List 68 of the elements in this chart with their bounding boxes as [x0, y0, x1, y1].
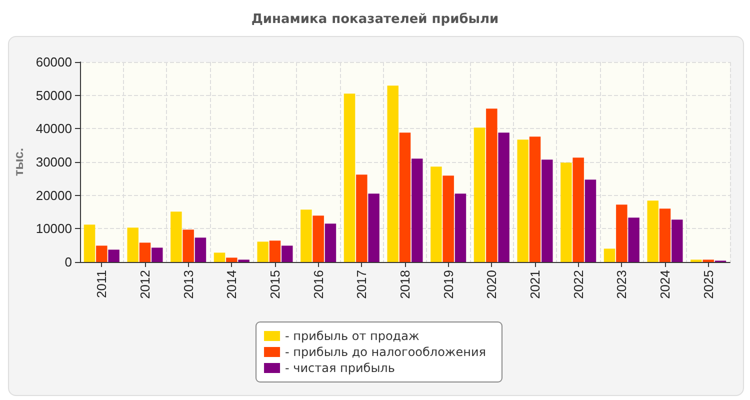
chart-title: Динамика показателей прибыли	[251, 12, 499, 27]
x-tick-label: 2016	[310, 270, 326, 299]
bar	[312, 216, 324, 262]
bar	[282, 246, 293, 262]
y-tick-label: 50000	[36, 88, 72, 103]
bar	[368, 194, 380, 262]
bar	[96, 246, 108, 262]
bar	[139, 242, 151, 262]
x-tick-label: 2022	[570, 270, 586, 299]
x-tick-label: 2018	[398, 270, 412, 299]
x-tick-label: 2011	[94, 270, 110, 298]
bar	[430, 166, 442, 262]
bar	[324, 224, 336, 262]
bar	[517, 140, 528, 262]
bar	[356, 174, 368, 262]
y-tick-label: 30000	[36, 154, 72, 170]
x-tick-label: 2015	[268, 270, 282, 299]
bar	[486, 108, 498, 262]
x-tick-label: 2019	[440, 270, 456, 299]
y-tick-label: 40000	[36, 121, 72, 136]
bar	[226, 258, 238, 262]
x-tick-label: 2012	[138, 270, 152, 299]
bar	[300, 210, 312, 262]
bar	[560, 162, 572, 262]
bar	[127, 228, 138, 262]
x-tick-label: 2024	[658, 270, 672, 299]
x-tick-label: 2025	[700, 270, 716, 299]
bar	[257, 242, 268, 262]
bar	[672, 220, 683, 262]
bar	[269, 240, 281, 262]
bar	[399, 132, 411, 262]
bar	[152, 248, 163, 262]
bar	[542, 160, 553, 262]
bar	[182, 230, 194, 262]
bar	[616, 204, 628, 262]
bar	[498, 132, 510, 262]
bar	[108, 250, 120, 262]
legend-label: - прибыль до налогообложения	[285, 345, 486, 359]
bar	[214, 252, 226, 262]
legend-label: - чистая прибыль	[285, 361, 395, 375]
y-tick-label: 0	[64, 254, 72, 270]
y-tick-label: 20000	[36, 188, 72, 203]
bar	[628, 218, 640, 262]
x-tick-label: 2014	[224, 270, 240, 299]
bar	[647, 200, 658, 262]
y-tick-label: 10000	[36, 221, 72, 236]
bar	[454, 194, 466, 262]
bar	[344, 94, 356, 262]
x-tick-label: 2021	[528, 270, 542, 299]
x-tick-label: 2020	[484, 270, 500, 299]
x-tick-label: 2017	[354, 270, 370, 299]
bar	[604, 248, 616, 262]
x-tick-label: 2023	[614, 270, 630, 299]
bar	[584, 180, 596, 262]
bar	[170, 212, 182, 262]
bar	[84, 224, 96, 262]
bar	[194, 238, 206, 262]
legend-label: - прибыль от продаж	[285, 329, 420, 343]
bar	[387, 86, 398, 262]
bar	[572, 158, 584, 262]
bar	[529, 136, 541, 262]
y-tick-label: 60000	[36, 54, 72, 70]
x-tick-label: 2013	[180, 270, 196, 299]
bar	[412, 158, 423, 262]
bar	[659, 208, 671, 262]
y-axis-title: тыс.	[10, 148, 26, 176]
bar	[442, 176, 454, 262]
bar	[474, 128, 486, 262]
